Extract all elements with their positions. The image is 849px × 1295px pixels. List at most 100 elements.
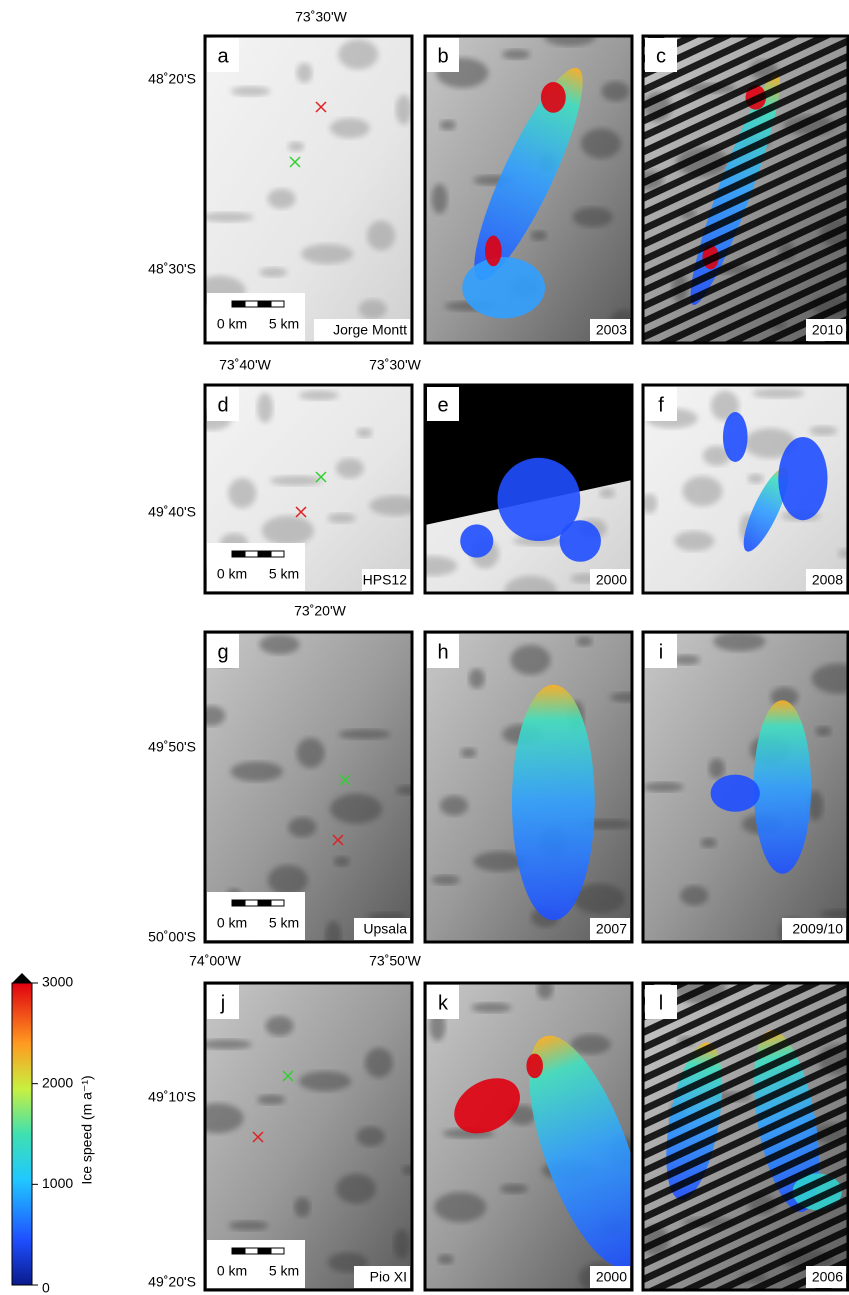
- panel: f 2008: [641, 383, 849, 595]
- terrain: [674, 531, 715, 551]
- speed-overlay: [778, 437, 828, 521]
- letter-box: [207, 38, 239, 72]
- marker-cross: [315, 471, 327, 483]
- terrain: [819, 909, 848, 920]
- scale-segment: [244, 899, 259, 907]
- panel-image: [643, 983, 848, 1290]
- terrain: [700, 837, 717, 848]
- marker-cross: [252, 1131, 264, 1143]
- terrain: [504, 575, 557, 593]
- panel-image: [425, 632, 632, 942]
- terrain: [299, 1071, 352, 1092]
- panel-letter: a: [217, 45, 229, 67]
- colorbar: [11, 982, 33, 1286]
- terrain: [265, 1015, 294, 1036]
- letter-box: [645, 985, 677, 1019]
- letter-box: [645, 634, 677, 668]
- marker-cross: [289, 156, 301, 168]
- terrain: [572, 883, 625, 914]
- speed-overlay: [462, 257, 546, 319]
- letter-box: [427, 38, 459, 72]
- speed-overlay: [485, 235, 502, 267]
- longitude-label: 73˚20'W: [294, 603, 346, 619]
- latitude-label: 49˚20'S: [148, 1274, 196, 1290]
- caption-box: [806, 319, 846, 341]
- panel: b 2003: [423, 34, 634, 345]
- caption-box: [806, 1266, 846, 1288]
- panel: j Pio XI 0 km 5 km: [203, 981, 414, 1292]
- panel: k 2000: [423, 981, 634, 1292]
- panel-frame: [203, 383, 414, 595]
- scale-segment: [257, 300, 272, 308]
- terrain: [393, 1228, 410, 1259]
- latitude-label: 49˚50'S: [148, 739, 196, 755]
- panel-letter: k: [438, 992, 449, 1014]
- panel-frame: [641, 383, 849, 595]
- scale-segment: [270, 300, 285, 308]
- terrain: [267, 865, 308, 895]
- terrain: [510, 644, 551, 675]
- scale-segment: [244, 1247, 259, 1255]
- panel-caption: Pio XI: [370, 1269, 407, 1285]
- terrain: [747, 473, 764, 484]
- panel: l 2006: [641, 981, 849, 1292]
- terrain: [257, 392, 274, 423]
- panel-image: [425, 385, 632, 593]
- panel-caption: 2003: [596, 322, 627, 338]
- letter-box: [427, 387, 459, 421]
- panel-letter: h: [437, 641, 448, 663]
- terrain: [643, 493, 658, 514]
- panel: i 2009/10: [641, 630, 849, 944]
- latitude-label: 48˚20'S: [148, 71, 196, 87]
- scale-segment: [257, 1247, 272, 1255]
- panel-frame: [203, 630, 414, 944]
- terrain: [434, 1192, 487, 1223]
- caption-box: [590, 569, 630, 591]
- colorbar-tick-label: 0: [42, 1280, 50, 1295]
- marker-cross: [339, 774, 351, 786]
- terrain: [301, 243, 354, 264]
- scale-label: 5 km: [269, 1263, 299, 1279]
- caption-box: [354, 918, 410, 940]
- colorbar-tick-label: 2000: [42, 1074, 73, 1090]
- speed-overlay: [497, 457, 581, 541]
- panel-caption: 2009/10: [792, 921, 843, 937]
- terrain: [576, 636, 593, 647]
- longitude-label: 73˚50'W: [369, 953, 421, 969]
- terrain: [702, 445, 731, 466]
- terrain: [296, 62, 313, 83]
- panel-image: [643, 385, 848, 593]
- terrain: [682, 476, 723, 507]
- letter-box: [427, 985, 459, 1019]
- image-bg: [205, 632, 412, 942]
- longitude-label: 74˚00'W: [189, 953, 241, 969]
- marker-cross: [282, 1070, 294, 1082]
- terrain: [364, 1047, 393, 1078]
- terrain: [230, 86, 271, 97]
- terrain: [680, 885, 709, 906]
- caption-box: [314, 319, 410, 341]
- terrain: [601, 81, 630, 102]
- terrain: [672, 654, 701, 665]
- terrain: [356, 427, 373, 438]
- panel-caption: Upsala: [363, 921, 407, 937]
- terrain: [358, 299, 387, 320]
- panel-caption: 2000: [596, 572, 627, 588]
- speed-overlay: [529, 1035, 632, 1269]
- terrain: [580, 128, 621, 159]
- panel-image: [425, 36, 632, 343]
- panel-caption: 2007: [596, 921, 627, 937]
- panel-image: [643, 36, 848, 343]
- scale-label: 5 km: [269, 915, 299, 931]
- scanline-gaps: [643, 983, 848, 1290]
- speed-overlay: [753, 700, 812, 874]
- panel: e 2000: [423, 383, 634, 595]
- scale-segment: [231, 300, 246, 308]
- terrain: [537, 983, 554, 1000]
- speed-overlay: [722, 412, 748, 462]
- terrain: [205, 1103, 244, 1134]
- panel-letter: j: [220, 992, 225, 1014]
- terrain: [468, 668, 485, 689]
- terrain: [752, 388, 805, 399]
- speed-overlay: [559, 520, 601, 562]
